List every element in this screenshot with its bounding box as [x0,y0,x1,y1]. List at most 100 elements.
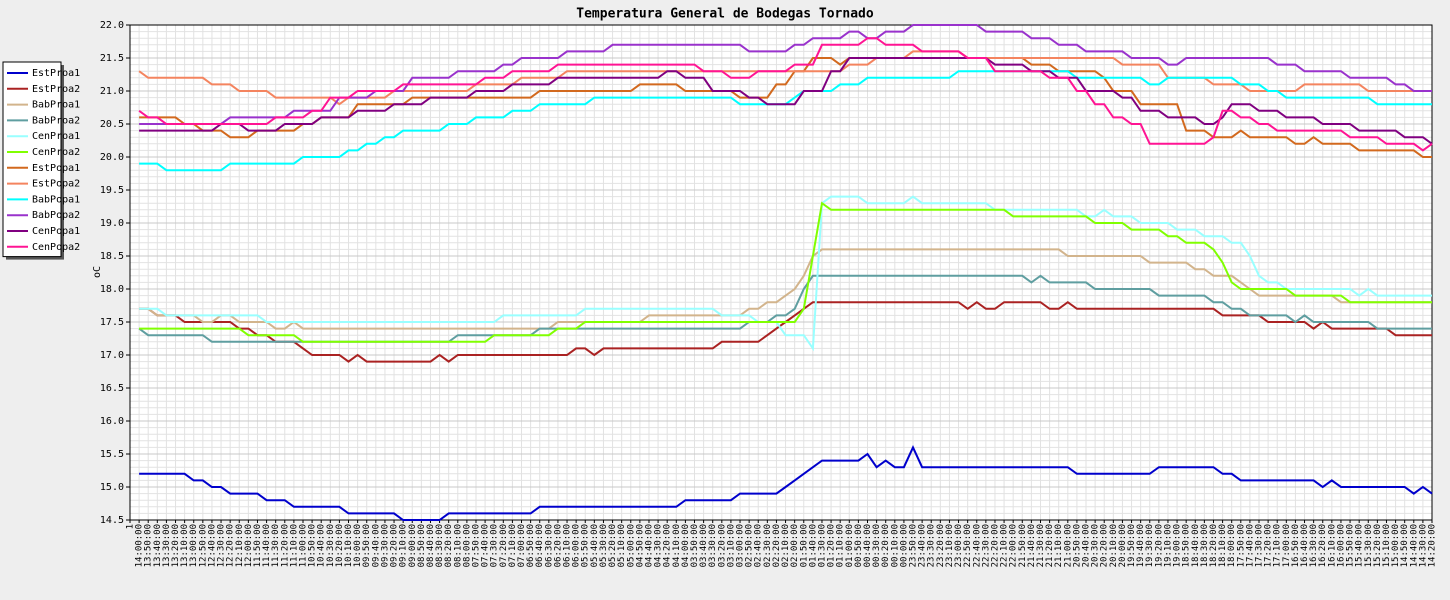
x-tick-label: 06:40:00 [535,524,545,567]
x-tick-label: 01:40:00 [808,524,818,567]
x-tick-label: 18:00:00 [1227,524,1237,567]
x-tick-label: 20:10:00 [1109,524,1119,567]
x-tick-label: 11:10:00 [289,524,299,567]
x-tick-label: 08:20:00 [444,524,454,567]
x-tick-label: 19:00:00 [1173,524,1183,567]
x-tick-label: 10:50:00 [308,524,318,567]
x-tick-label: 20:50:00 [1072,524,1082,567]
x-tick-label: 00:00:00 [899,524,909,567]
x-tick-label: 16:10:00 [1327,524,1337,567]
x-tick-label: 08:50:00 [417,524,427,567]
x-tick-label: 09:00:00 [408,524,418,567]
x-tick-label: 22:00:00 [1009,524,1019,567]
x-tick-label: 22:20:00 [990,524,1000,567]
x-tick-label: 12:50:00 [198,524,208,567]
legend-label: EstProa2 [32,84,80,95]
series-line [139,248,1432,330]
x-tick-label: 17:00:00 [1282,524,1292,567]
x-tick-label: 15:00:00 [1391,524,1401,567]
y-tick-label: 17.0 [100,350,124,361]
x-tick-label: 21:10:00 [1054,524,1064,567]
x-tick-label: 18:10:00 [1218,524,1228,567]
x-tick-label: 06:10:00 [563,524,573,567]
x-tick-label: 19:40:00 [1136,524,1146,567]
x-tick-label: 01:50:00 [799,524,809,567]
x-tick-label: 01:30:00 [817,524,827,567]
legend-label: EstPopa2 [32,179,80,190]
x-tick-label: 10:40:00 [317,524,327,567]
x-tick-label: 17:10:00 [1273,524,1283,567]
x-tick-label: 07:40:00 [481,524,491,567]
y-tick-label: 21.5 [100,53,124,64]
x-tick-label: 19:20:00 [1154,524,1164,567]
x-tick-label: 06:20:00 [553,524,563,567]
x-tick-label: 01:20:00 [827,524,837,567]
legend-label: BabProa2 [32,115,80,126]
y-tick-label: 18.5 [100,251,124,262]
y-tick-label: 18.0 [100,284,124,295]
x-tick-label: 12:00:00 [244,524,254,567]
x-tick-label: 20:30:00 [1091,524,1101,567]
x-tick-label: 03:40:00 [699,524,709,567]
x-tick-label: 17:30:00 [1255,524,1265,567]
x-tick-label: 20:00:00 [1118,524,1128,567]
x-tick-label: 03:00:00 [736,524,746,567]
x-tick-label: 12:40:00 [207,524,217,567]
x-tick-label: 07:30:00 [490,524,500,567]
x-tick-label: 15:10:00 [1382,524,1392,567]
x-tick-label: 23:40:00 [918,524,928,567]
x-tick-label: 00:30:00 [872,524,882,567]
x-tick-label: 09:30:00 [380,524,390,567]
plot-background [130,25,1432,520]
x-tick-label: 04:50:00 [635,524,645,567]
x-tick-label: 04:20:00 [663,524,673,567]
y-tick-label: 16.5 [100,383,124,394]
x-tick-label: 08:40:00 [426,524,436,567]
x-tick-label: 21:00:00 [1063,524,1073,567]
x-tick-label: 13:30:00 [162,524,172,567]
y-tick-label: 14.5 [100,515,124,526]
x-tick-label: 23:20:00 [936,524,946,567]
x-tick-label: 04:40:00 [644,524,654,567]
x-tick-label: 21:20:00 [1045,524,1055,567]
x-tick-label: 11:50:00 [253,524,263,567]
x-tick-label: 05:30:00 [599,524,609,567]
series-line [139,57,1433,145]
legend-label: BabPopa1 [32,194,80,205]
y-tick-label: 21.0 [100,86,124,97]
x-tick-label: 04:00:00 [681,524,691,567]
x-tick-label: 11:20:00 [280,524,290,567]
x-tick-label: 21:30:00 [1036,524,1046,567]
legend-label: CenPopa1 [32,226,80,237]
y-tick-label: 19.0 [100,218,124,229]
x-tick-label: 04:30:00 [654,524,664,567]
x-tick-label: 20:20:00 [1100,524,1110,567]
x-tick-label: 02:00:00 [790,524,800,567]
x-tick-label: 18:50:00 [1182,524,1192,567]
x-tick-label: 03:30:00 [708,524,718,567]
x-tick-label: 00:20:00 [881,524,891,567]
x-tick-label: 11:40:00 [262,524,272,567]
y-tick-label: 19.5 [100,185,124,196]
x-tick-label: 16:50:00 [1291,524,1301,567]
x-tick-label: 07:00:00 [517,524,527,567]
y-tick-label: 15.5 [100,449,124,460]
x-tick-label: 08:30:00 [435,524,445,567]
x-tick-label: 01:00:00 [845,524,855,567]
x-tick-label: 17:40:00 [1245,524,1255,567]
plot-area: 14.5 15.0 15.5 16.0 16.5 17.0 17.5 18.0 18.5 19.0… [100,20,1438,567]
x-tick-label: 23:50:00 [909,524,919,567]
x-tick-label: 20:40:00 [1082,524,1092,567]
x-tick-label: 23:00:00 [954,524,964,567]
x-tick-label: 21:40:00 [1027,524,1037,567]
x-tick-label: 09:50:00 [362,524,372,567]
y-tick-label: 20.5 [100,119,124,130]
chart-title: Temperatura General de Bodegas Tornado [576,7,874,22]
x-tick-label: 14:00:00 [135,524,145,567]
x-tick-label: 16:40:00 [1300,524,1310,567]
x-tick-label: 14:40:00 [1409,524,1419,567]
x-tick-label: 05:40:00 [590,524,600,567]
x-tick-label: 19:10:00 [1163,524,1173,567]
x-tick-label: 03:50:00 [690,524,700,567]
x-tick-label: 14:30:00 [1418,524,1428,567]
